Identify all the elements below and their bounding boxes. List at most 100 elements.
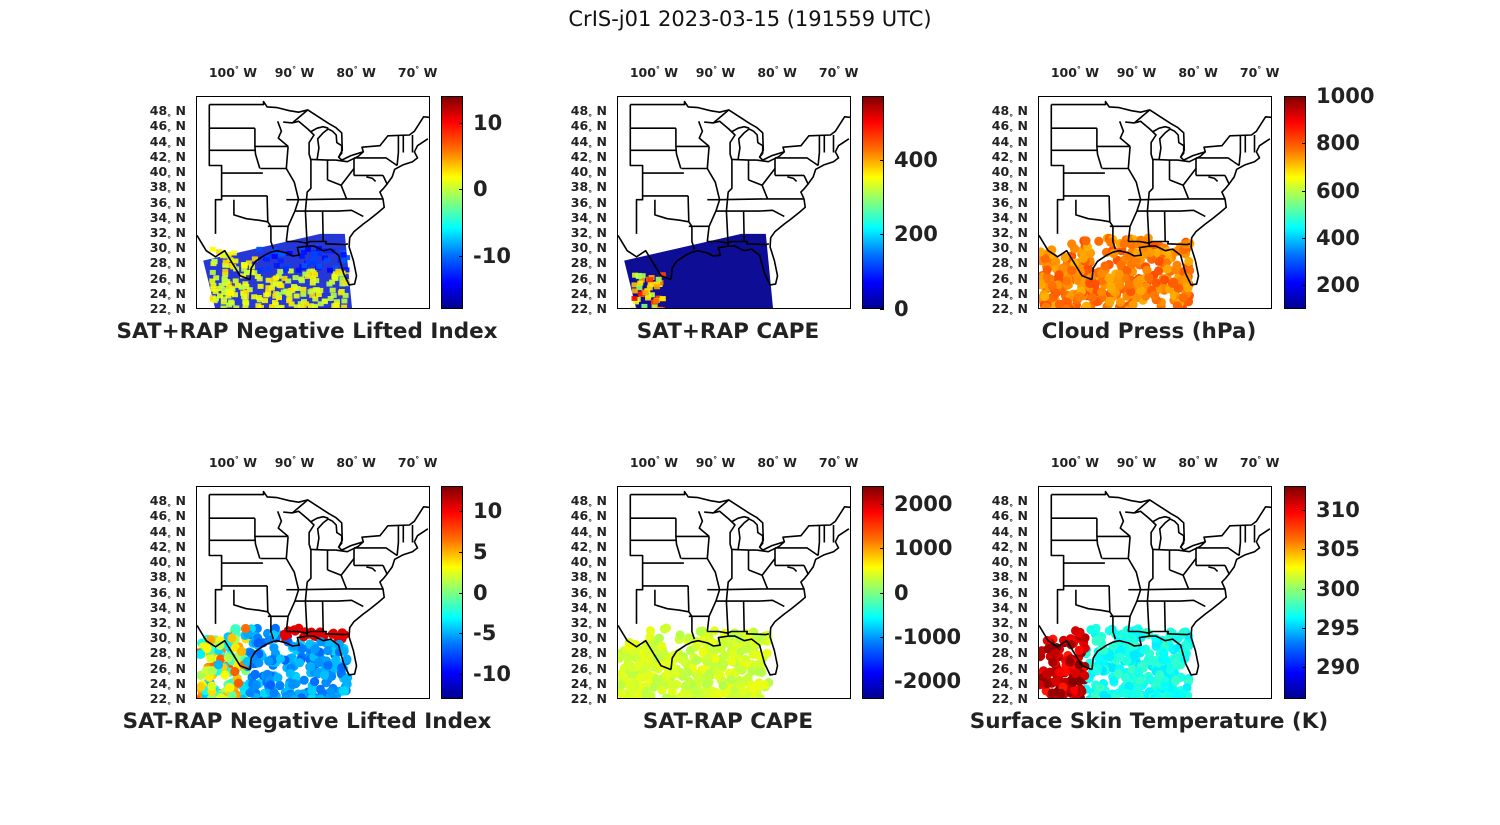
longitude-label: 90° W	[1116, 455, 1157, 470]
swath-cell	[645, 295, 651, 301]
swath-cell	[344, 255, 351, 261]
data-dot	[1121, 673, 1131, 683]
data-dot	[720, 688, 730, 698]
latitude-label: 30° N	[570, 630, 607, 650]
data-dot	[743, 630, 753, 640]
longitude-label: 80° W	[757, 65, 797, 80]
swath-cell	[343, 279, 350, 285]
colorbar-tick-mark	[880, 234, 884, 236]
swath-cell	[654, 281, 661, 287]
swath-cell	[341, 298, 348, 304]
colorbar-tick-mark	[880, 636, 884, 638]
degree-symbol: °	[588, 564, 593, 574]
swath-cell	[242, 306, 249, 308]
swath-cell	[222, 262, 229, 268]
colorbar-tick-mark	[459, 674, 463, 676]
latitude-label: 40° N	[991, 164, 1028, 184]
swath-cell	[293, 293, 300, 299]
data-dot	[720, 650, 730, 660]
data-dot	[734, 675, 744, 686]
latitude-label: 26° N	[991, 660, 1028, 680]
swath-cell	[229, 286, 236, 292]
latitude-label: 38° N	[149, 569, 186, 589]
data-dot	[269, 643, 279, 653]
degree-symbol: °	[588, 219, 593, 229]
data-dot	[297, 644, 307, 654]
map-plot-area	[1038, 486, 1272, 699]
data-dot	[1094, 236, 1104, 246]
data-dot	[1074, 660, 1084, 670]
swath-cell	[221, 281, 228, 287]
data-dot	[1105, 296, 1115, 306]
colorbar-tick-mark	[880, 548, 884, 550]
colorbar-tick-mark	[1302, 509, 1306, 511]
latitude-label: 24° N	[149, 285, 186, 305]
data-dot	[1128, 300, 1138, 308]
latitude-label: 44° N	[149, 133, 186, 153]
swath-cell	[316, 263, 323, 269]
degree-symbol: °	[167, 640, 172, 650]
degree-symbol: °	[588, 655, 593, 665]
degree-symbol: °	[167, 503, 172, 513]
swath-cell	[278, 283, 285, 289]
data-dot	[709, 645, 719, 655]
colorbar-tick-mark	[880, 681, 884, 683]
latitude-label: 32° N	[570, 224, 607, 244]
data-dot	[1087, 293, 1097, 303]
data-dot	[1131, 292, 1142, 303]
degree-symbol: °	[588, 295, 593, 305]
latitude-label: 28° N	[991, 645, 1028, 665]
latitude-label: 36° N	[991, 194, 1028, 214]
data-dot	[1051, 288, 1061, 298]
colorbar-tick-label: 400	[894, 147, 938, 172]
data-dot	[683, 667, 693, 677]
latitude-label: 34° N	[570, 209, 607, 229]
data-dot	[1074, 676, 1084, 686]
swath-cell	[241, 263, 248, 269]
data-dot	[245, 688, 255, 698]
colorbar-tick-mark	[459, 122, 463, 124]
swath-cell	[286, 250, 293, 256]
data-dot	[1149, 290, 1159, 300]
degree-symbol: °	[588, 250, 593, 260]
data-dot	[1171, 265, 1181, 275]
longitude-label: 100° W	[629, 455, 679, 470]
degree-symbol: °	[292, 65, 297, 74]
data-dot	[1041, 669, 1051, 679]
latitude-label: 46° N	[149, 118, 186, 138]
data-dot	[323, 660, 333, 670]
degree-symbol: °	[1009, 113, 1014, 123]
latitude-label: 48° N	[149, 493, 186, 513]
swath-cell	[633, 299, 639, 305]
degree-symbol: °	[588, 174, 593, 184]
degree-symbol: °	[1009, 234, 1014, 244]
degree-symbol: °	[588, 311, 593, 320]
data-dot	[1039, 680, 1045, 690]
swath-cell	[257, 267, 264, 273]
data-dot	[718, 661, 728, 672]
data-dot	[1111, 692, 1121, 698]
swath-cell	[306, 268, 313, 274]
swath-cell	[243, 289, 250, 295]
data-dot	[1050, 648, 1061, 658]
data-dot	[1066, 640, 1076, 650]
latitude-label: 38° N	[570, 569, 607, 589]
data-dot	[635, 659, 645, 669]
degree-symbol: °	[353, 65, 358, 74]
data-dot	[296, 693, 306, 698]
data-dot	[299, 675, 309, 685]
swath-cell	[658, 307, 665, 308]
colorbar-tick-label: -1000	[894, 624, 962, 649]
data-dot	[657, 685, 667, 695]
data-dot	[752, 660, 763, 670]
data-dot	[329, 693, 339, 698]
swath-cell	[256, 246, 263, 252]
latitude-label: 24° N	[570, 285, 607, 305]
colorbar-tick-label: 1000	[1316, 84, 1375, 108]
swath-cell	[233, 305, 240, 308]
data-dot	[319, 670, 329, 680]
degree-symbol: °	[1009, 204, 1014, 214]
data-dot	[236, 646, 247, 656]
data-dot	[1074, 645, 1084, 655]
swath-cell	[277, 258, 284, 264]
